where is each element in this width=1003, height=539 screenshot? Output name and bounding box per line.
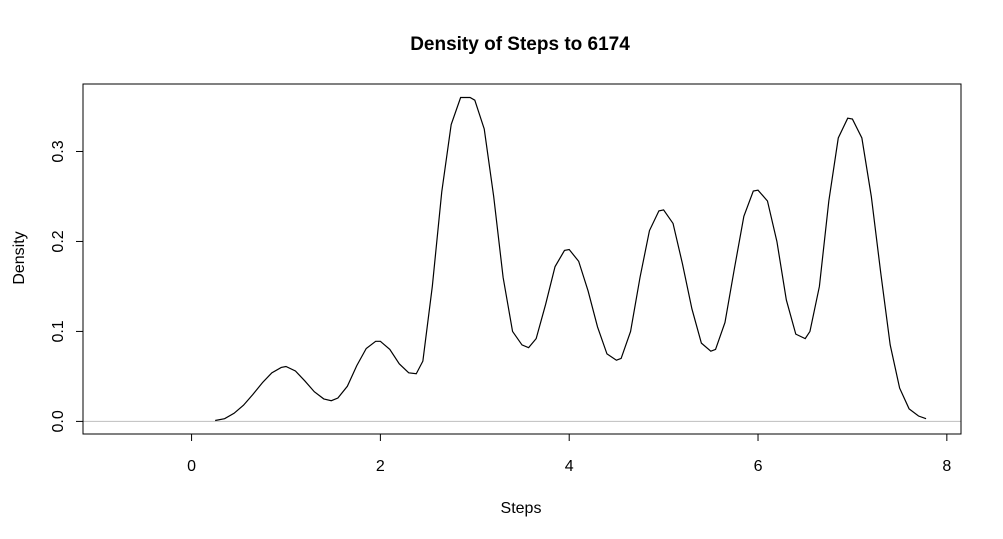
density-line xyxy=(215,96,927,422)
y-tick-label: 0.3 xyxy=(50,140,67,162)
plot-frame xyxy=(82,83,962,435)
y-tick-label: 0.1 xyxy=(50,320,67,342)
chart-title: Density of Steps to 6174 xyxy=(410,34,630,55)
x-tick-label: 4 xyxy=(565,458,574,475)
x-tick-label: 2 xyxy=(376,458,385,475)
y-axis: 0.0 0.1 0.2 0.3 xyxy=(50,140,84,433)
y-tick-label: 0.0 xyxy=(50,410,67,432)
x-axis-label: Steps xyxy=(501,500,542,517)
y-axis-label-group: Density xyxy=(11,231,28,284)
y-tick-label: 0.2 xyxy=(50,230,67,252)
y-axis-label: Density xyxy=(11,231,28,284)
x-tick-label: 8 xyxy=(942,458,951,475)
x-tick-label: 6 xyxy=(754,458,763,475)
x-tick-label: 0 xyxy=(187,458,196,475)
x-axis: 0 2 4 6 8 xyxy=(187,433,951,475)
